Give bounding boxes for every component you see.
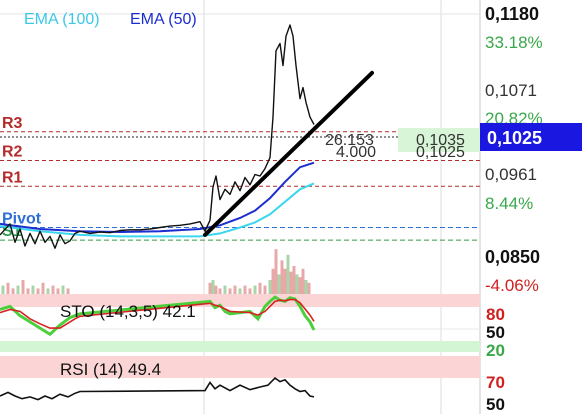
volume-bar <box>16 285 20 294</box>
volume-bar <box>208 282 212 294</box>
volume-bar <box>243 285 247 294</box>
volume-bar <box>56 288 60 294</box>
volume-bar <box>298 277 302 294</box>
ema100-line <box>0 182 315 238</box>
volume-bar <box>295 274 299 294</box>
volume-bar <box>304 280 308 294</box>
volume-bar <box>61 285 65 294</box>
volume-bar <box>228 288 232 294</box>
volume-bar <box>289 271 293 294</box>
volume-bar <box>307 282 311 294</box>
sto-lower-band <box>0 341 480 352</box>
level-label: R2 <box>2 144 23 161</box>
volume-bar <box>26 288 30 294</box>
volume-bar <box>263 285 267 294</box>
rsi-upper-label: 70 <box>486 373 505 392</box>
volume-bar <box>280 260 284 294</box>
volume-bar <box>292 266 296 294</box>
volume-bar <box>11 288 15 294</box>
volume-bar <box>233 285 237 294</box>
rsi-line <box>0 376 315 401</box>
volume-bar <box>31 285 35 294</box>
volume-bar <box>238 288 242 294</box>
volume-bar <box>301 268 305 294</box>
volume-bar <box>274 249 278 294</box>
volume-bar <box>268 280 272 294</box>
measure-top: 26.153 <box>325 132 374 149</box>
volume-bar <box>46 288 50 294</box>
measure-bottom: 4.000 <box>336 144 376 161</box>
level-label: Pivot <box>2 211 42 228</box>
volume-bar <box>66 288 70 294</box>
trendline-segment <box>203 70 374 237</box>
volume-bar <box>283 268 287 294</box>
measure-right-bottom: 0,1025 <box>416 144 465 161</box>
trendline <box>203 70 374 237</box>
axis-max-label: 0,1180 <box>485 4 539 24</box>
axis-t2-pct: 8.44% <box>485 194 533 213</box>
volume-bar <box>248 288 252 294</box>
level-label: R1 <box>2 169 23 186</box>
sto-mid-label: 50 <box>486 323 505 342</box>
sto-k-line <box>0 295 316 337</box>
rsi-upper-band <box>0 356 480 378</box>
volume-bar <box>218 288 222 294</box>
legend-ema100: EMA (100) <box>24 11 100 28</box>
volume-bars <box>1 249 311 294</box>
current-price-tag <box>480 123 582 151</box>
price-line <box>0 24 315 249</box>
level-label: R3 <box>2 115 23 132</box>
sto-d-line <box>0 298 315 329</box>
volume-bar <box>271 268 275 294</box>
rsi-lower-label: 50 <box>486 395 505 414</box>
rsi-label: RSI (14) 49.4 <box>60 360 161 379</box>
volume-bar <box>223 285 227 294</box>
stochastic-lines <box>0 295 316 337</box>
axis-t3-label: 0,0850 <box>485 247 540 267</box>
volume-bar <box>214 285 218 294</box>
axis-current-label: 0,1025 <box>487 128 542 148</box>
volume-bar <box>51 285 55 294</box>
volume-bar <box>21 280 25 294</box>
sto-lower-label: 20 <box>486 341 505 360</box>
volume-bar <box>36 288 40 294</box>
sto-label: STO (14,3,5) 42.1 <box>60 302 196 321</box>
volume-bar <box>1 285 5 294</box>
rsi-series <box>0 376 315 401</box>
volume-bar <box>6 282 10 294</box>
volume-bar <box>277 274 281 294</box>
volume-bar <box>286 254 290 294</box>
sto-upper-band <box>0 294 480 307</box>
measure-right-top: 0,1035 <box>416 132 465 149</box>
price-series <box>0 24 315 249</box>
volume-bar <box>258 282 262 294</box>
axis-t3-pct: -4.06% <box>485 276 539 295</box>
axis-t2-label: 0,0961 <box>485 165 537 184</box>
volume-bar <box>211 280 215 294</box>
volume-bar <box>253 285 257 294</box>
axis-t1-label: 0,1071 <box>485 81 537 100</box>
sto-upper-label: 80 <box>486 305 505 324</box>
measure-box <box>398 128 480 152</box>
legend-ema50: EMA (50) <box>130 11 197 28</box>
axis-max-pct: 33.18% <box>485 33 543 52</box>
volume-bar <box>41 282 45 294</box>
